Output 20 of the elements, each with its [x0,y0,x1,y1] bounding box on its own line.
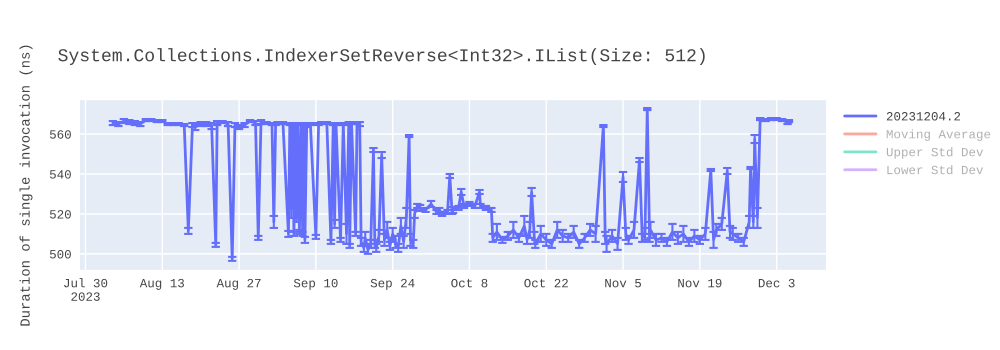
x-tick-label: Oct 8 [451,278,488,288]
x-tick-label: Aug 13 [140,278,184,290]
x-tick-label: Oct 22 [524,278,568,288]
x-tick-label: Nov 19 [678,278,722,288]
x-tick-label: Nov 5 [605,279,641,288]
legend-label: 20231204.2 [886,112,960,121]
x-tick-label: Sep 10 [294,278,338,290]
y-tick-label: 500 [50,250,71,259]
y-tick-label: 520 [50,210,71,219]
legend-label: Upper Std Dev [886,147,984,159]
y-axis-title: Duration of single invocation (ns) [20,46,32,326]
x-tick-label: Sep 24 [370,278,415,290]
x-tick-label: Dec 3 [758,278,795,288]
y-tick-label: 540 [50,170,71,179]
x-tick-label: Aug 27 [216,278,261,290]
chart-title: System.Collections.IndexerSetReverse<Int32>.IList(Size: 512) [58,48,705,65]
x-tick-label: Jul 30 2023 [64,278,108,301]
legend-label: Lower Std Dev [887,165,984,174]
y-tick-label: 560 [50,130,71,139]
legend-label: Moving Average [886,129,990,141]
